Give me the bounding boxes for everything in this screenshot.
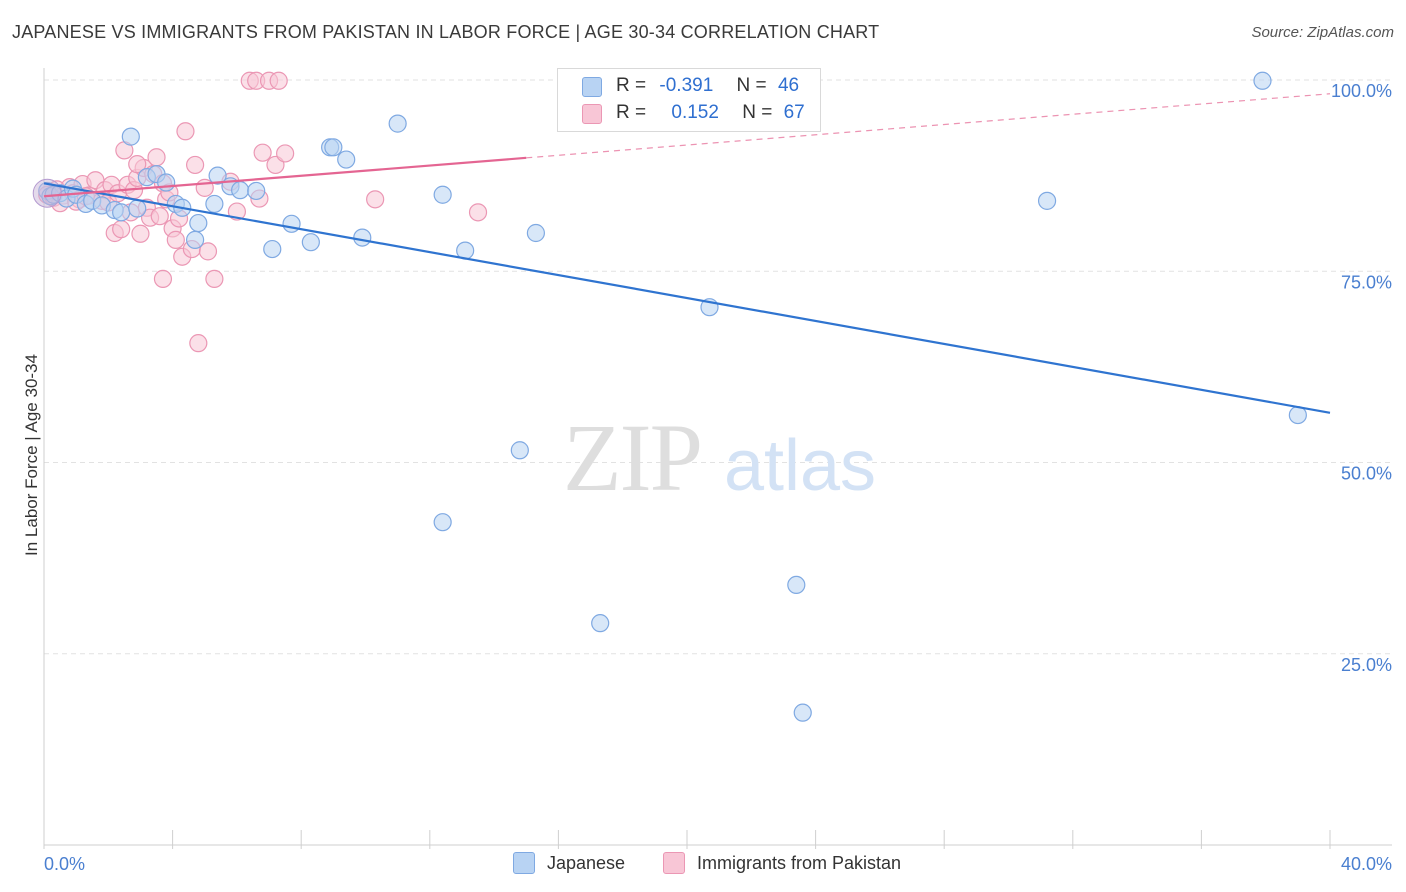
japanese-point [112, 203, 131, 222]
legend-japanese-label: Japanese [547, 852, 626, 873]
pakistan-point [166, 230, 185, 249]
legend-item-japanese[interactable]: Japanese [513, 852, 625, 874]
r-label: R = [616, 102, 647, 123]
japanese-point [1037, 191, 1057, 210]
pakistan-point [186, 155, 205, 175]
japanese-point [301, 233, 320, 252]
stats-legend: R = -0.391 N = 46 R = 0.152 N = 67 [557, 68, 821, 132]
pakistan-point [468, 203, 488, 222]
japanese-point [787, 575, 806, 595]
japanese-point [208, 166, 227, 185]
japanese-point [157, 173, 176, 192]
legend-pakistan-swatch [663, 852, 685, 874]
grid-lines [44, 79, 1392, 655]
n-value-japanese: 46 [777, 75, 800, 96]
japanese-point [186, 230, 205, 249]
pakistan-swatch [582, 104, 602, 124]
pakistan-point [131, 224, 150, 243]
overlap-cluster-point [32, 178, 62, 208]
y-tick-label: 50.0% [1341, 464, 1392, 484]
y-tick-label: 75.0% [1341, 272, 1392, 292]
japanese-point [1253, 71, 1272, 90]
japanese-point [526, 223, 545, 243]
japanese-point [793, 703, 812, 722]
japanese-point [263, 239, 282, 259]
japanese-point [591, 614, 610, 633]
japanese-point [388, 114, 407, 133]
japanese-point [282, 214, 301, 233]
n-label: N = [742, 102, 773, 123]
legend-japanese-swatch [513, 852, 535, 874]
pakistan-trend-line-extrapolated [526, 93, 1331, 159]
japanese-swatch [582, 77, 602, 97]
japanese-points [32, 71, 1307, 722]
pakistan-point [189, 334, 208, 353]
pakistan-point [147, 148, 166, 167]
japanese-point [433, 185, 452, 204]
source-label: Source: ZipAtlas.com [1251, 24, 1394, 41]
pakistan-point [150, 207, 169, 226]
watermark-zip: ZIP [563, 404, 701, 511]
watermark: ZIP atlas [563, 404, 876, 511]
pakistan-point [128, 155, 147, 174]
x-tick-label-max: 40.0% [1341, 854, 1392, 874]
n-label: N = [736, 75, 767, 96]
japanese-point [231, 181, 250, 200]
pakistan-point [269, 71, 288, 90]
r-value-japanese: -0.391 [659, 75, 714, 96]
pakistan-trend-line [43, 156, 527, 198]
n-value-pakistan: 67 [783, 102, 805, 123]
pakistan-point [205, 269, 224, 288]
trend-lines [43, 93, 1331, 414]
japanese-trend-line [43, 182, 1331, 414]
japanese-point [353, 228, 372, 247]
pakistan-point [112, 220, 131, 239]
r-label: R = [616, 75, 647, 96]
japanese-point [510, 441, 529, 460]
japanese-point [324, 138, 343, 157]
pakistan-point [366, 190, 385, 209]
series-legend: Japanese Immigrants from Pakistan [0, 852, 1406, 876]
pakistan-point [198, 242, 218, 261]
x-tick-label-min: 0.0% [44, 854, 85, 874]
japanese-point [189, 213, 208, 233]
tick-labels: 25.0% 50.0% 75.0% 100.0% 0.0% 40.0% [44, 81, 1392, 874]
japanese-point [121, 127, 140, 146]
japanese-point [205, 194, 224, 214]
japanese-point [247, 181, 266, 201]
y-tick-label: 25.0% [1341, 655, 1392, 675]
pakistan-point [276, 144, 295, 163]
watermark-atlas: atlas [724, 426, 876, 506]
japanese-point [128, 199, 147, 218]
y-tick-label: 100.0% [1331, 81, 1392, 101]
legend-item-pakistan[interactable]: Immigrants from Pakistan [663, 852, 901, 874]
pakistan-point [153, 269, 173, 288]
r-value-pakistan: 0.152 [671, 102, 719, 123]
chart-title: JAPANESE VS IMMIGRANTS FROM PAKISTAN IN … [12, 22, 880, 42]
japanese-point [337, 150, 356, 169]
pakistan-point [176, 122, 195, 141]
pakistan-point [253, 143, 272, 162]
japanese-point [433, 513, 452, 532]
legend-pakistan-label: Immigrants from Pakistan [697, 852, 902, 873]
